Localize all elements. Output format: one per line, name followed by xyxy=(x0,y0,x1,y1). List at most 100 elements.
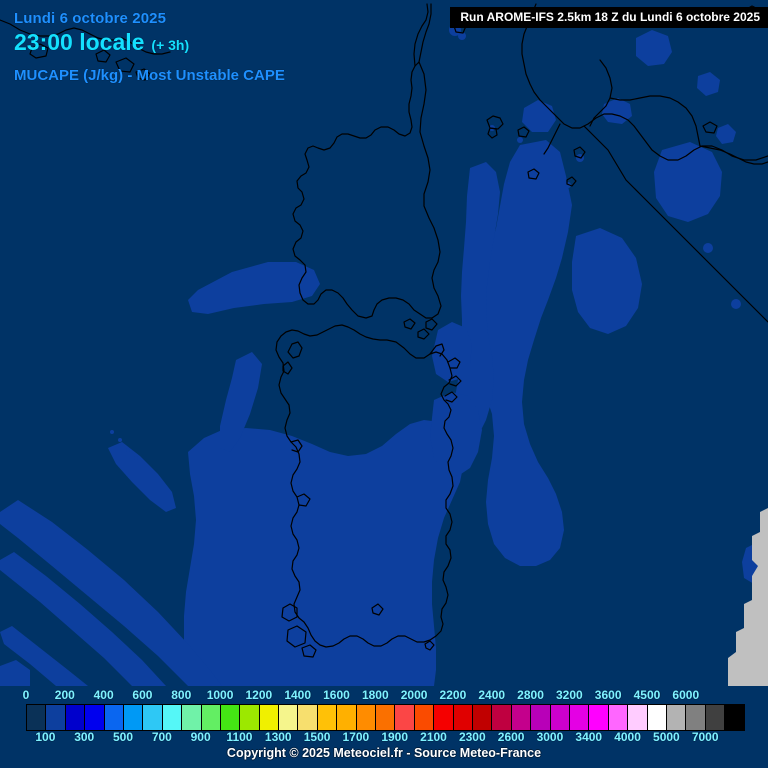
legend-tick-label: 700 xyxy=(151,730,172,744)
legend-tick-label: 1000 xyxy=(206,688,234,702)
far-east-islet xyxy=(702,121,718,134)
corsica-outline xyxy=(292,61,442,319)
legend-swatch xyxy=(492,705,512,730)
legend-swatch xyxy=(589,705,609,730)
legend-swatch xyxy=(143,705,163,730)
forecast-time-row: 23:00 locale (+ 3h) xyxy=(14,29,285,55)
se-islet-2 xyxy=(424,640,435,651)
model-run-banner: Run AROME-IFS 2.5km 18 Z du Lundi 6 octo… xyxy=(450,7,768,28)
legend-tick-label: 1400 xyxy=(284,688,312,702)
asinara-island xyxy=(287,341,303,359)
italy-border-d xyxy=(543,123,561,155)
legend-tick-label: 2300 xyxy=(458,730,486,744)
legend-ticks-top: 0 200 400 600 800 1000 1200 1400 1600 1800 2000 220… xyxy=(0,688,768,703)
legend-tick-label: 2000 xyxy=(400,688,428,702)
islet-c xyxy=(115,57,135,73)
legend-tick-label: 1700 xyxy=(342,730,370,744)
sinis-peninsula xyxy=(296,493,311,507)
legend-tick-label: 2800 xyxy=(517,688,544,702)
legend-swatch xyxy=(376,705,396,730)
color-scale-legend: 0 200 400 600 800 1000 1200 1400 1600 1800 2000 220… xyxy=(0,686,768,768)
legend-swatch xyxy=(27,705,47,730)
legend-swatch xyxy=(472,705,493,730)
legend-swatch xyxy=(182,705,202,730)
riviera-coast-east xyxy=(121,37,171,55)
legend-tick-label: 4500 xyxy=(633,688,661,702)
cape-band-100-200 xyxy=(0,24,766,686)
italy-tyrrhenian-coast xyxy=(583,125,768,323)
weather-map[interactable]: Lundi 6 octobre 2025 23:00 locale (+ 3h)… xyxy=(0,0,768,686)
legend-swatch xyxy=(569,705,590,730)
legend-swatch xyxy=(725,705,745,730)
forecast-date: Lundi 6 octobre 2025 xyxy=(14,10,167,27)
legend-tick-label: 7000 xyxy=(691,730,719,744)
cap-corse-east xyxy=(418,3,432,63)
tuscan-islet-2 xyxy=(573,146,586,159)
legend-swatch xyxy=(104,705,124,730)
lavezzi-islet xyxy=(403,318,416,330)
legend-tick-label: 1900 xyxy=(381,730,409,744)
legend-tick-label: 300 xyxy=(74,730,95,744)
legend-swatch xyxy=(162,705,183,730)
legend-tick-label: 400 xyxy=(93,688,114,702)
legend-tick-label: 1500 xyxy=(303,730,331,744)
giglio-island xyxy=(527,168,540,180)
legend-swatch xyxy=(123,705,144,730)
legend-tick-label: 100 xyxy=(35,730,56,744)
forecast-offset: (+ 3h) xyxy=(151,37,190,53)
coastlines xyxy=(0,3,768,658)
riviera-coast xyxy=(0,19,123,41)
italy-border-b xyxy=(609,95,701,147)
legend-tick-label: 900 xyxy=(190,730,211,744)
legend-tick-label: 2200 xyxy=(439,688,467,702)
legend-colorbar xyxy=(26,704,746,731)
maddalena-islet-b xyxy=(448,375,462,387)
legend-tick-label: 600 xyxy=(132,688,153,702)
italy-border-c xyxy=(699,145,768,165)
legend-tick-label: 1200 xyxy=(245,688,273,702)
legend-tick-label: 3000 xyxy=(536,730,564,744)
legend-tick-label: 1300 xyxy=(264,730,292,744)
sardinia-outline xyxy=(275,324,454,648)
legend-swatch xyxy=(337,705,357,730)
legend-tick-label: 1600 xyxy=(323,688,350,702)
small-islet xyxy=(566,176,577,187)
legend-swatch xyxy=(686,705,706,730)
sw-islet xyxy=(301,644,317,658)
legend-swatch xyxy=(259,705,280,730)
legend-swatch xyxy=(65,705,86,730)
pianosa-island xyxy=(487,127,498,139)
legend-tick-label: 3400 xyxy=(575,730,603,744)
legend-ticks-bottom: 100 300 500 700 900 1100 1300 1500 1700 1900 2100 2… xyxy=(0,730,768,745)
legend-swatch xyxy=(666,705,687,730)
asinara-south xyxy=(282,361,293,375)
legend-swatch xyxy=(531,705,551,730)
legend-swatch xyxy=(647,705,667,730)
tuscan-islet xyxy=(517,126,530,138)
copyright-notice: Copyright © 2025 Meteociel.fr - Source M… xyxy=(226,746,542,760)
legend-swatch xyxy=(317,705,338,730)
legend-swatch xyxy=(453,705,473,730)
legend-swatch xyxy=(550,705,570,730)
cavallo-islet xyxy=(425,318,438,331)
map-canvas xyxy=(0,3,768,686)
legend-swatch xyxy=(511,705,532,730)
legend-swatch xyxy=(608,705,629,730)
islet-a xyxy=(29,43,49,59)
legend-tick-label: 2400 xyxy=(478,688,506,702)
forecast-header: Lundi 6 octobre 2025 23:00 locale (+ 3h)… xyxy=(14,10,285,84)
san-pietro-island xyxy=(286,625,307,648)
legend-tick-label: 3200 xyxy=(555,688,583,702)
legend-tick-label: 0 xyxy=(22,688,30,702)
sardinia-ne-cape xyxy=(429,343,445,357)
legend-swatch xyxy=(220,705,241,730)
legend-swatch xyxy=(356,705,377,730)
legend-swatch xyxy=(240,705,260,730)
legend-swatch xyxy=(85,705,105,730)
cap-corse xyxy=(413,3,429,67)
legend-swatch xyxy=(705,705,726,730)
legend-tick-label: 4000 xyxy=(614,730,641,744)
legend-tick-label: 800 xyxy=(171,688,192,702)
legend-tick-label: 1100 xyxy=(226,730,253,744)
legend-tick-label: 5000 xyxy=(653,730,680,744)
